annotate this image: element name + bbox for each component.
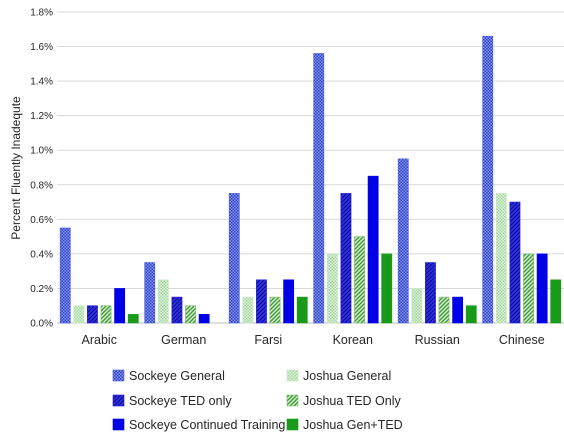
legend-swatch [286,394,299,407]
legend-label: Sockeye Continued Training [129,418,285,432]
bar-german-series-4 [198,314,210,324]
bar-chinese-series-4 [536,253,548,324]
bar-farsi-series-4 [283,279,295,324]
legend-label: Sockeye TED only [129,394,232,408]
bar-farsi-series-5 [296,296,308,324]
legend-label: Sockeye General [129,369,225,383]
bar-russian-series-2 [425,262,436,324]
bar-german-series-0 [144,262,156,324]
bar-chinese-series-3 [523,253,534,324]
bar-korean-series-1 [326,253,338,324]
x-category-label: Arabic [82,333,117,347]
bar-russian-series-4 [452,296,464,324]
legend-label: Joshua General [303,369,391,383]
legend-label: Joshua Gen+TED [303,418,403,432]
legend-swatch [286,369,299,382]
bar-arabic-series-1 [73,305,85,324]
legend-swatch [286,418,299,431]
y-tick-label: 0.8% [30,180,53,191]
bar-arabic-series-0 [59,227,71,324]
y-tick-label: 1.6% [30,42,53,53]
bar-arabic-series-2 [87,305,98,324]
y-tick-label: 1.0% [30,146,53,157]
y-tick-label: 1.8% [30,8,53,19]
y-tick-label: 0.2% [30,284,53,295]
bar-arabic-series-3 [100,305,112,324]
bar-chinese-series-5 [550,279,562,324]
bar-russian-series-1 [411,288,423,324]
legend-swatch [112,418,125,431]
bar-russian-series-3 [438,296,450,324]
bar-chinese-series-0 [482,35,494,324]
x-category-label: Russian [415,333,460,347]
bar-farsi-series-1 [242,296,254,324]
y-axis-title: Percent Fluently Inadequte [9,96,23,240]
legend-swatch [112,394,125,407]
x-category-label: German [161,333,206,347]
bar-german-series-3 [185,305,196,324]
y-tick-label: 0.6% [30,215,53,226]
legend-swatch [112,369,125,382]
y-tick-label: 0.0% [30,319,53,330]
x-category-label: Korean [333,333,373,347]
y-tick-label: 1.4% [30,77,53,88]
bar-farsi-series-0 [228,193,240,324]
bars [59,35,562,324]
bar-russian-series-5 [465,305,477,324]
gridlines [57,11,564,289]
bar-arabic-series-5 [127,314,139,324]
legend-label: Joshua TED Only [303,394,401,408]
bar-german-series-1 [157,279,169,324]
legend: Sockeye General Joshua General Sockeye TED… [112,369,403,432]
bar-chinese-series-2 [509,201,521,324]
bar-chinese-series-1 [495,193,507,324]
bar-korean-series-2 [340,193,352,324]
bar-korean-series-4 [367,175,379,324]
bar-korean-series-5 [381,253,393,324]
bar-farsi-series-3 [269,296,281,324]
bar-korean-series-0 [313,53,325,324]
y-tick-label: 1.2% [30,111,53,122]
tick-labels: 0.0% 0.2% 0.4% 0.6% 0.8% 1.0% 1.2% 1.4% 1.6% 1.8%… [30,8,545,348]
bar-german-series-2 [171,296,183,324]
bar-arabic-series-4 [114,288,126,324]
bar-farsi-series-2 [256,279,267,324]
bar-russian-series-0 [397,158,409,324]
x-category-label: Farsi [254,333,282,347]
x-category-label: Chinese [499,333,545,347]
y-tick-label: 0.4% [30,249,53,260]
bar-korean-series-3 [354,236,365,324]
